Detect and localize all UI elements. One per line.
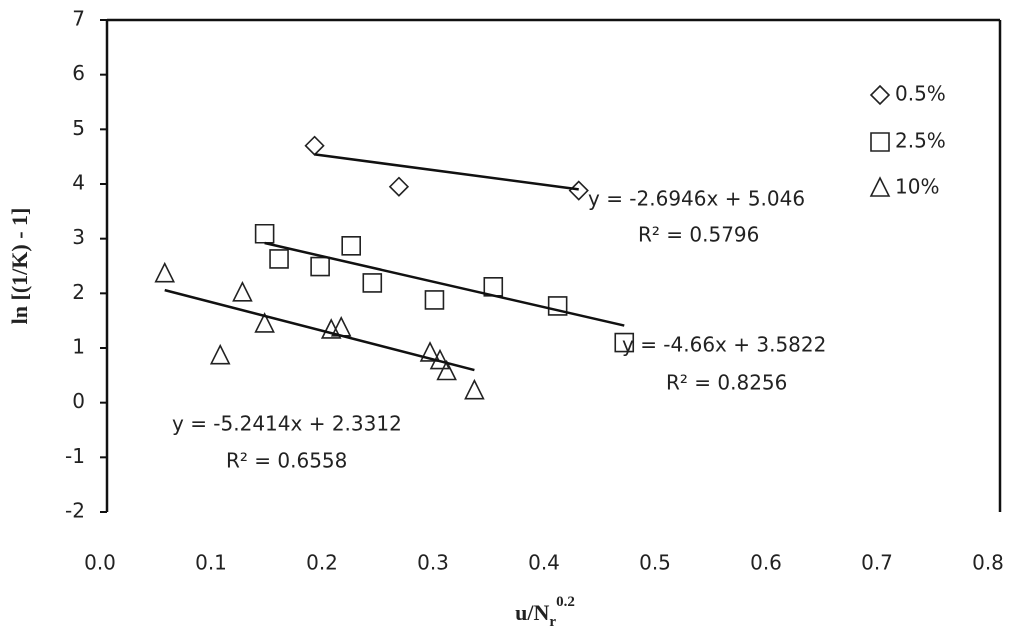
y-tick-label: 1 bbox=[72, 335, 85, 359]
point bbox=[269, 249, 289, 269]
point bbox=[254, 223, 275, 244]
point bbox=[483, 276, 504, 297]
y-tick-label: 4 bbox=[72, 171, 85, 195]
x-label-sup: 0.2 bbox=[556, 594, 575, 610]
trendline bbox=[264, 241, 625, 327]
y-tick-label: 3 bbox=[72, 225, 85, 249]
point bbox=[362, 273, 383, 293]
x-label-sub: r bbox=[549, 614, 556, 630]
y-tick-label: 7 bbox=[72, 7, 85, 31]
trendline bbox=[164, 288, 475, 372]
point bbox=[464, 378, 485, 400]
y-tick-label: -2 bbox=[65, 499, 85, 523]
x-tick-label: 0.2 bbox=[306, 551, 338, 575]
x-axis-label: u/Nr0.2 bbox=[515, 594, 575, 630]
point bbox=[304, 135, 325, 156]
y-tick-label: 2 bbox=[72, 280, 85, 304]
x-tick-label: 0.7 bbox=[861, 551, 893, 575]
x-tick-label: 0.4 bbox=[528, 551, 560, 575]
x-tick-label: 0.0 bbox=[84, 551, 116, 575]
legend-marker bbox=[869, 84, 891, 106]
legend-marker bbox=[870, 132, 890, 152]
legend-label: 10% bbox=[895, 175, 939, 199]
point bbox=[254, 312, 275, 333]
point bbox=[154, 261, 176, 283]
trendline-r2: R² = 0.8256 bbox=[666, 371, 787, 395]
x-tick-label: 0.5 bbox=[639, 551, 671, 575]
x-label-base: u/N bbox=[515, 600, 549, 625]
y-axis-label: ln [(1/K) - 1] bbox=[7, 208, 32, 325]
point bbox=[209, 343, 231, 365]
point bbox=[341, 235, 362, 256]
legend-label: 2.5% bbox=[895, 129, 946, 153]
point bbox=[232, 280, 253, 302]
point bbox=[310, 256, 330, 277]
x-tick-label: 0.8 bbox=[972, 551, 1004, 575]
trendline-r2: R² = 0.6558 bbox=[226, 449, 347, 473]
trendline-equation: y = -2.6946x + 5.046 bbox=[588, 187, 805, 211]
point bbox=[614, 332, 635, 353]
point bbox=[436, 359, 457, 381]
point bbox=[388, 176, 410, 197]
y-tick-label: -1 bbox=[65, 444, 85, 468]
trendline bbox=[314, 153, 579, 191]
legend-marker bbox=[869, 176, 891, 197]
y-tick-label: 6 bbox=[72, 61, 85, 85]
x-tick-label: 0.6 bbox=[750, 551, 782, 575]
x-tick-label: 0.3 bbox=[417, 551, 449, 575]
x-tick-label: 0.1 bbox=[195, 551, 227, 575]
trendline-equation: y = -5.2414x + 2.3312 bbox=[172, 412, 402, 436]
point bbox=[424, 290, 445, 310]
point bbox=[568, 180, 589, 201]
point bbox=[419, 341, 441, 362]
trendline-r2: R² = 0.5796 bbox=[638, 223, 759, 247]
trendline-equation: y = -4.66x + 3.5822 bbox=[622, 333, 826, 357]
y-tick-label: 5 bbox=[72, 116, 85, 140]
legend-label: 0.5% bbox=[895, 82, 946, 106]
y-tick-label: 0 bbox=[72, 389, 85, 413]
